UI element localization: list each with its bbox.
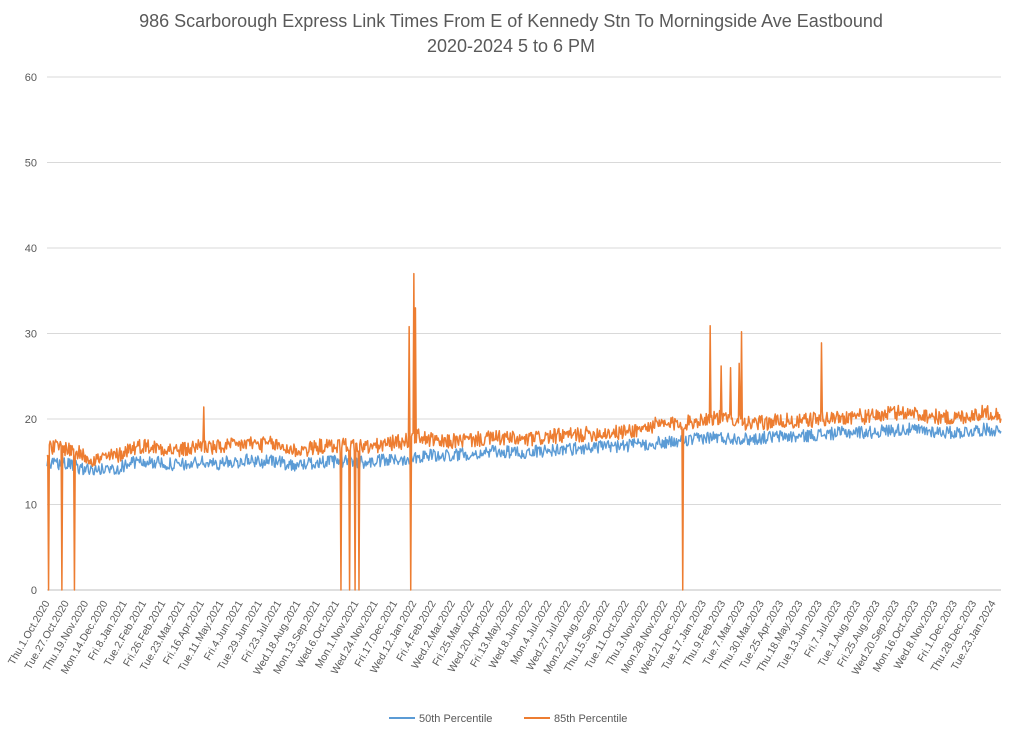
- y-tick-label: 10: [25, 500, 37, 512]
- y-tick-label: 50: [25, 158, 37, 170]
- series-line-p50: [46, 422, 1002, 476]
- y-axis: 0 10 20 30 40 50 60: [25, 72, 37, 597]
- gridlines: [47, 76, 1001, 591]
- chart-title: 986 Scarborough Express Link Times From …: [139, 11, 883, 31]
- series-line-p85: [46, 272, 1002, 591]
- y-tick-label: 30: [25, 329, 37, 341]
- legend-label: 85th Percentile: [554, 713, 627, 725]
- y-tick-label: 0: [31, 585, 37, 597]
- y-tick-label: 20: [25, 414, 37, 426]
- legend: 50th Percentile 85th Percentile: [389, 713, 627, 725]
- chart-subtitle: 2020-2024 5 to 6 PM: [427, 36, 595, 56]
- x-axis: Thu.1.Oct.2020Tue.27.Oct.2020Thu.19.Nov.…: [6, 598, 999, 677]
- legend-item-p50: 50th Percentile: [389, 713, 492, 725]
- legend-item-p85: 85th Percentile: [524, 713, 627, 725]
- y-tick-label: 60: [25, 72, 37, 84]
- series-layer: [46, 272, 1002, 591]
- legend-label: 50th Percentile: [419, 713, 492, 725]
- y-tick-label: 40: [25, 243, 37, 255]
